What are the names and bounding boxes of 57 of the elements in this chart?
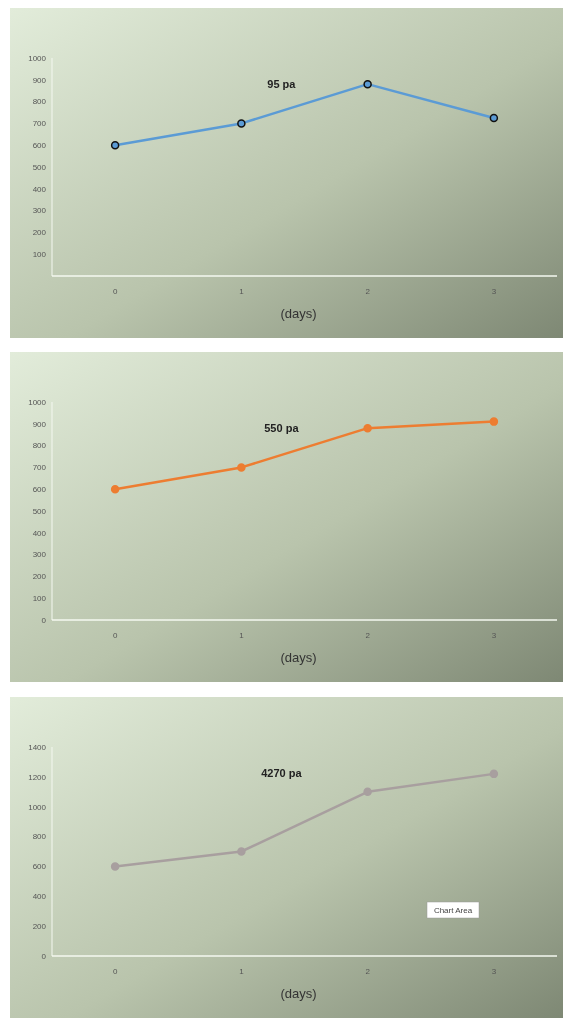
x-axis-title: (days)	[280, 650, 317, 665]
point	[363, 79, 372, 89]
y-tick-label: 500	[32, 162, 47, 172]
y-tick-label: 200	[32, 572, 47, 582]
y-tick-label: 1400	[28, 742, 47, 752]
y-tick-label: 600	[32, 862, 47, 872]
x-tick-label: 1	[239, 967, 245, 976]
y-tick-label: 200	[32, 921, 47, 931]
annotation: Chart Area	[433, 906, 473, 916]
y-tick-label: 200	[32, 228, 47, 238]
y-tick-label: 400	[32, 184, 47, 194]
y-tick-label: 1200	[28, 772, 47, 782]
point	[237, 119, 246, 128]
point	[489, 417, 499, 426]
y-tick-label: 900	[32, 419, 47, 429]
x-tick-label: 0	[112, 967, 118, 976]
x-axis-title: (days)	[280, 306, 317, 321]
point	[489, 113, 499, 123]
y-tick-label: 900	[32, 75, 47, 85]
y-tick-label: 100	[32, 594, 47, 603]
y-tick-label: 100	[32, 250, 47, 259]
y-tick-label: 400	[32, 892, 47, 902]
x-tick-label: 2	[365, 967, 371, 976]
x-tick-label: 0	[112, 287, 118, 296]
y-tick-label: 1000	[28, 397, 47, 407]
y-tick-label: 300	[32, 550, 47, 560]
y-tick-label: 500	[32, 506, 47, 516]
y-tick-label: 600	[32, 141, 47, 150]
text: 550 pa	[264, 422, 300, 434]
point	[363, 423, 372, 433]
x-tick-label: 1	[239, 287, 245, 296]
x-tick-label: 1	[239, 631, 245, 640]
point	[110, 484, 120, 494]
x-axis-title: (days)	[280, 986, 317, 1001]
point	[237, 847, 246, 856]
y-tick-label: 800	[32, 832, 47, 842]
point	[237, 463, 246, 472]
point	[489, 769, 499, 779]
text: 4270 pa	[261, 767, 303, 779]
text: 95 pa	[267, 78, 297, 90]
point	[363, 787, 372, 797]
y-tick-label: 1000	[28, 802, 47, 812]
x-tick-label: 2	[365, 631, 371, 640]
y-tick-label: 800	[32, 441, 47, 451]
y-tick-label: 600	[32, 485, 47, 494]
y-tick-label: 700	[32, 119, 47, 129]
y-tick-label: 400	[32, 528, 47, 538]
y-tick-label: 1000	[28, 53, 47, 63]
y-tick-label: 800	[32, 97, 47, 107]
x-tick-label: 2	[365, 287, 371, 296]
y-tick-label: 0	[41, 951, 47, 961]
y-tick-label: 0	[41, 615, 47, 625]
point	[110, 140, 120, 150]
x-tick-label: 0	[112, 631, 118, 640]
y-tick-label: 300	[32, 206, 47, 216]
y-tick-label: 700	[32, 463, 47, 473]
point	[110, 862, 120, 871]
